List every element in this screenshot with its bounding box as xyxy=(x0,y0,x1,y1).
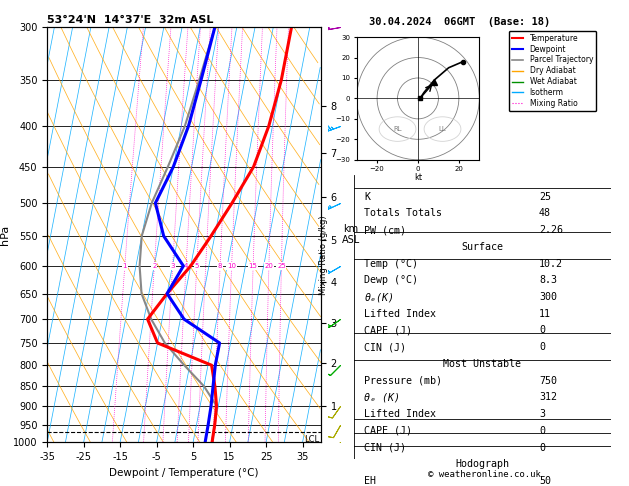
Text: Lifted Index: Lifted Index xyxy=(364,309,437,319)
Text: 48: 48 xyxy=(539,208,551,218)
Text: 2: 2 xyxy=(152,263,157,269)
Text: 0: 0 xyxy=(539,426,545,436)
Text: Mixing Ratio (g/kg): Mixing Ratio (g/kg) xyxy=(319,215,328,295)
Text: CAPE (J): CAPE (J) xyxy=(364,326,413,335)
Text: 750: 750 xyxy=(539,376,557,386)
X-axis label: kt: kt xyxy=(414,174,422,182)
Y-axis label: km
ASL: km ASL xyxy=(342,224,360,245)
Text: Pressure (mb): Pressure (mb) xyxy=(364,376,442,386)
Text: 3: 3 xyxy=(170,263,175,269)
Legend: Temperature, Dewpoint, Parcel Trajectory, Dry Adiabat, Wet Adiabat, Isotherm, Mi: Temperature, Dewpoint, Parcel Trajectory… xyxy=(509,31,596,111)
Text: PW (cm): PW (cm) xyxy=(364,225,406,235)
Text: CIN (J): CIN (J) xyxy=(364,342,406,352)
Text: CIN (J): CIN (J) xyxy=(364,443,406,452)
Text: 0: 0 xyxy=(539,342,545,352)
Text: θₑ (K): θₑ (K) xyxy=(364,392,401,402)
Text: 30.04.2024  06GMT  (Base: 18): 30.04.2024 06GMT (Base: 18) xyxy=(369,17,550,27)
Text: RL: RL xyxy=(393,126,402,132)
Text: Temp (°C): Temp (°C) xyxy=(364,259,418,269)
Text: 4: 4 xyxy=(184,263,188,269)
Text: 53°24'N  14°37'E  32m ASL: 53°24'N 14°37'E 32m ASL xyxy=(47,15,214,25)
Text: 300: 300 xyxy=(539,292,557,302)
Text: Surface: Surface xyxy=(462,242,503,252)
Text: 0: 0 xyxy=(539,443,545,452)
Text: Hodograph: Hodograph xyxy=(455,459,509,469)
Text: 20: 20 xyxy=(264,263,274,269)
Text: θₑ(K): θₑ(K) xyxy=(364,292,394,302)
Text: 25: 25 xyxy=(539,191,551,202)
Text: 10: 10 xyxy=(227,263,236,269)
Text: 8.3: 8.3 xyxy=(539,275,557,285)
Text: 25: 25 xyxy=(277,263,286,269)
Text: Most Unstable: Most Unstable xyxy=(443,359,521,369)
Text: 5: 5 xyxy=(194,263,199,269)
Text: EH: EH xyxy=(364,476,376,486)
Text: K: K xyxy=(364,191,370,202)
Y-axis label: hPa: hPa xyxy=(0,225,10,244)
Text: CAPE (J): CAPE (J) xyxy=(364,426,413,436)
Text: Lifted Index: Lifted Index xyxy=(364,409,437,419)
Text: 2.26: 2.26 xyxy=(539,225,563,235)
Text: Dewp (°C): Dewp (°C) xyxy=(364,275,418,285)
Text: 11: 11 xyxy=(539,309,551,319)
Text: 1: 1 xyxy=(123,263,127,269)
X-axis label: Dewpoint / Temperature (°C): Dewpoint / Temperature (°C) xyxy=(109,468,259,478)
Text: 50: 50 xyxy=(539,476,551,486)
Text: LL: LL xyxy=(438,126,447,132)
Text: 0: 0 xyxy=(539,326,545,335)
Text: © weatheronline.co.uk: © weatheronline.co.uk xyxy=(428,469,541,479)
Text: LCL: LCL xyxy=(304,435,319,444)
Text: Totals Totals: Totals Totals xyxy=(364,208,442,218)
Text: 15: 15 xyxy=(248,263,258,269)
Text: 10.2: 10.2 xyxy=(539,259,563,269)
Text: 3: 3 xyxy=(539,409,545,419)
Text: 312: 312 xyxy=(539,392,557,402)
Text: 8: 8 xyxy=(218,263,223,269)
